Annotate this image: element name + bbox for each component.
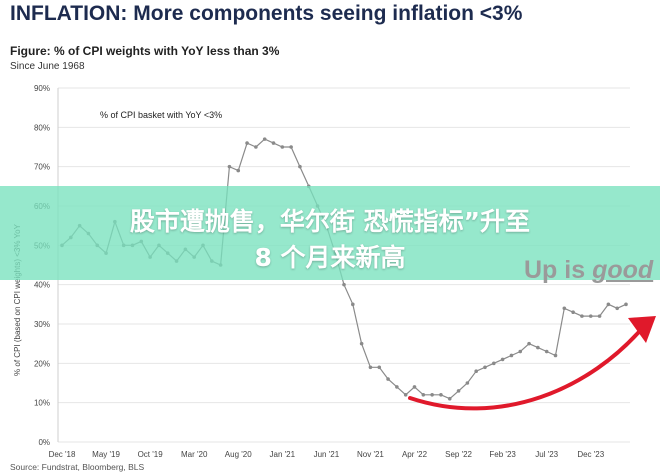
data-point xyxy=(518,349,523,354)
data-point xyxy=(351,302,355,307)
data-point xyxy=(588,314,593,318)
data-point xyxy=(606,302,611,307)
x-tick-label: May '19 xyxy=(92,450,120,459)
figure-subtitle: Since June 1968 xyxy=(10,61,85,72)
data-point xyxy=(403,393,408,397)
x-tick-label: Oct '19 xyxy=(138,450,164,459)
data-point xyxy=(509,353,514,358)
data-point xyxy=(271,141,276,145)
data-point xyxy=(536,345,540,350)
data-point xyxy=(342,282,346,287)
data-point xyxy=(430,393,434,397)
data-point xyxy=(447,396,452,401)
data-point xyxy=(377,365,382,370)
y-tick-label: 90% xyxy=(34,84,50,93)
data-point xyxy=(474,369,478,374)
x-tick-label: Jan '21 xyxy=(270,450,296,459)
x-tick-label: Aug '20 xyxy=(225,450,252,459)
headline: INFLATION: More components seeing inflat… xyxy=(10,2,523,25)
x-tick-label: Jun '21 xyxy=(314,450,340,459)
data-point xyxy=(289,145,293,149)
y-tick-label: 10% xyxy=(34,399,50,408)
data-point xyxy=(298,164,302,169)
data-point xyxy=(227,164,232,169)
data-point xyxy=(386,377,390,381)
data-point xyxy=(465,381,470,385)
y-tick-label: 70% xyxy=(34,163,50,172)
good-text: good xyxy=(592,256,654,284)
x-tick-labels: Dec '18 May '19 Oct '19 Mar '20 Aug '20 Jan '… xyxy=(49,450,605,459)
data-point xyxy=(245,141,249,145)
y-tick-label: 20% xyxy=(34,359,50,368)
data-point xyxy=(615,306,619,311)
figure-title: Figure: % of CPI weights with YoY less t… xyxy=(10,44,280,58)
up-is-text: Up is xyxy=(524,256,586,284)
series-annotation: % of CPI basket with YoY <3% xyxy=(100,110,222,120)
banner-line-2: 8 个月来新高 xyxy=(254,243,406,272)
data-point xyxy=(456,389,461,393)
data-point xyxy=(368,365,373,370)
x-tick-label: Jul '23 xyxy=(535,450,558,459)
data-point xyxy=(254,145,258,149)
data-point xyxy=(624,302,628,307)
data-point xyxy=(412,385,417,389)
data-point xyxy=(439,393,443,397)
banner-line-1: 股市遭抛售，华尔街 恐慌指标”升至 xyxy=(129,207,531,236)
data-point xyxy=(571,310,575,315)
x-tick-label: Dec '18 xyxy=(49,450,76,459)
x-tick-label: Dec '23 xyxy=(577,450,604,459)
y-axis-label: % of CPI (based on CPI weights) <3% YoY xyxy=(13,223,22,376)
y-tick-label: 30% xyxy=(34,320,50,329)
y-tick-label: 80% xyxy=(34,123,50,132)
data-point xyxy=(280,145,285,149)
data-point xyxy=(395,385,399,389)
y-tick-label: 40% xyxy=(34,281,50,290)
up-is-good-label: Up is good xyxy=(524,256,653,285)
data-point xyxy=(421,393,426,397)
data-point xyxy=(580,314,584,318)
data-point xyxy=(544,349,549,354)
data-point xyxy=(492,361,496,366)
data-point xyxy=(236,168,241,173)
data-point xyxy=(553,353,558,358)
up-arrow-icon xyxy=(408,316,656,411)
x-tick-label: Sep '22 xyxy=(445,450,472,459)
data-point xyxy=(262,137,267,141)
data-point xyxy=(500,357,505,362)
data-point xyxy=(483,365,487,370)
data-point xyxy=(359,341,364,346)
source-note: Source: Fundstrat, Bloomberg, BLS xyxy=(10,462,145,472)
y-tick-label: 0% xyxy=(38,438,50,447)
data-point xyxy=(527,341,531,346)
data-point xyxy=(562,306,567,311)
data-point xyxy=(597,314,602,318)
x-tick-label: Feb '23 xyxy=(489,450,516,459)
x-tick-label: Mar '20 xyxy=(181,450,208,459)
x-tick-label: Apr '22 xyxy=(402,450,428,459)
news-banner: 股市遭抛售，华尔街 恐慌指标”升至 8 个月来新高 xyxy=(0,186,660,280)
x-tick-label: Nov '21 xyxy=(357,450,384,459)
